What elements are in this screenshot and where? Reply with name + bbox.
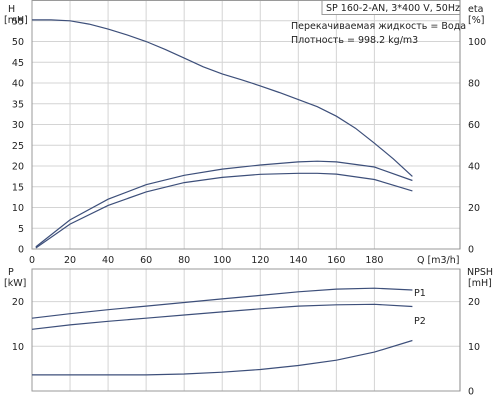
power-curve-p1 (31, 287, 413, 319)
flow-axis-label: Q [m3/h] (417, 255, 459, 266)
x-tick-label: 60 (140, 255, 152, 266)
x-tick-label: 160 (327, 255, 345, 266)
eta-tick-label: 20 (468, 203, 480, 214)
x-tick-label: 40 (102, 255, 114, 266)
fluid-label: Перекачиваемая жидкость = Вода (291, 21, 466, 32)
eta-tick-label: 80 (468, 79, 480, 90)
x-tick-label: 180 (365, 255, 383, 266)
eta-tick-label: 60 (468, 120, 480, 131)
efficiency-curve-eta1 (35, 160, 413, 248)
power-tick-label: 10 (12, 342, 24, 353)
npsh-axis-symbol: NPSH (467, 267, 493, 278)
npsh-curve (32, 339, 413, 376)
x-tick-label: 140 (289, 255, 307, 266)
x-tick-label: 80 (178, 255, 190, 266)
head-tick-label: 15 (12, 182, 24, 193)
eta-tick-label: 100 (468, 37, 486, 48)
head-tick-label: 10 (12, 203, 24, 214)
head-curve (32, 19, 413, 177)
head-tick-label: 20 (12, 162, 24, 173)
head-tick-label: 0 (18, 245, 24, 256)
model-info: SP 160-2-AN, 3*400 V, 50Hz (326, 3, 460, 14)
head-tick-label: 50 (12, 37, 24, 48)
npsh-tick-label: 10 (468, 342, 480, 353)
eta-axis-unit: [%] (468, 15, 484, 26)
x-tick-label: 0 (29, 255, 35, 266)
npsh-tick-label: 0 (468, 387, 474, 398)
head-axis-symbol: H (8, 4, 15, 15)
power-tick-label: 20 (12, 297, 24, 308)
x-tick-label: 100 (213, 255, 231, 266)
power-axis-unit: [kW] (4, 278, 26, 289)
x-tick-label: 120 (251, 255, 269, 266)
head-tick-label: 40 (12, 79, 24, 90)
head-tick-label: 30 (12, 120, 24, 131)
head-tick-label: 35 (12, 99, 24, 110)
power-curve-p2 (31, 303, 413, 330)
p2-series-label: P2 (414, 316, 426, 327)
density-label: Плотность = 998.2 kg/m3 (291, 35, 418, 46)
head-tick-label: 55 (12, 16, 24, 27)
bottom-plot-frame (31, 268, 461, 392)
p1-series-label: P1 (414, 288, 426, 299)
x-tick-label: 20 (64, 255, 76, 266)
npsh-tick-label: 20 (468, 297, 480, 308)
eta-axis-symbol: eta (468, 4, 483, 15)
head-tick-label: 25 (12, 141, 24, 152)
npsh-axis-unit: [mH] (468, 278, 492, 289)
power-axis-symbol: P (8, 267, 14, 278)
head-axis-unit: [mH] (4, 15, 28, 26)
eta-tick-label: 40 (468, 162, 480, 173)
eta-tick-label: 0 (468, 245, 474, 256)
efficiency-curve-eta2 (35, 172, 413, 249)
head-tick-label: 45 (12, 58, 24, 69)
head-tick-label: 5 (18, 224, 24, 235)
